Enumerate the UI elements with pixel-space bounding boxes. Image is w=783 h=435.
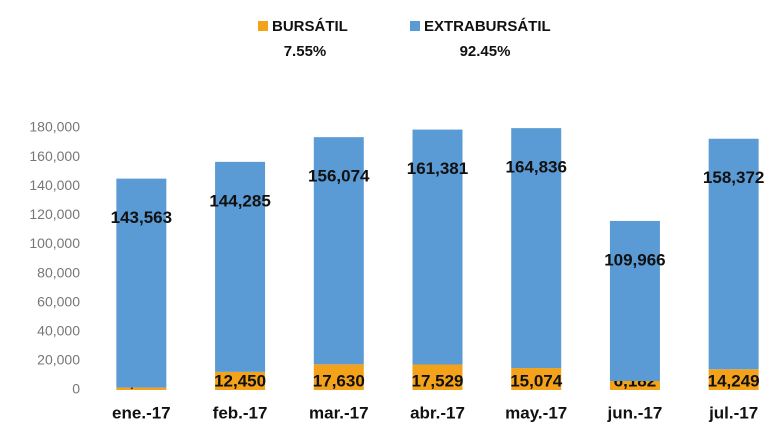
y-tick-label: 60,000 <box>37 293 80 309</box>
legend-share: 7.55% <box>284 43 327 60</box>
y-tick-label: 80,000 <box>37 264 80 280</box>
bar-segment <box>609 381 660 390</box>
data-label: 14,249 <box>708 371 760 390</box>
bar-segment <box>412 364 463 390</box>
bar-segment <box>215 161 266 372</box>
x-tick-label: feb.-17 <box>213 403 268 422</box>
legend-swatch <box>410 21 420 31</box>
y-tick-label: 100,000 <box>29 235 80 251</box>
x-tick-label: mar.-17 <box>309 403 369 422</box>
legend-label: BURSÁTIL <box>272 18 348 35</box>
data-label: 144,285 <box>209 191 270 210</box>
y-tick-label: 160,000 <box>29 148 80 164</box>
data-label: 15,074 <box>510 371 563 390</box>
y-tick-label: 120,000 <box>29 206 80 222</box>
y-tick-label: 180,000 <box>29 119 80 135</box>
y-tick-label: 0 <box>72 381 80 397</box>
bar-segment <box>511 128 562 369</box>
data-label: 161,381 <box>407 159 468 178</box>
data-label: 109,966 <box>604 250 665 269</box>
y-tick-label: 40,000 <box>37 322 80 338</box>
data-label: 17,630 <box>313 371 365 390</box>
bar-segment <box>708 369 759 390</box>
y-tick-label: 20,000 <box>37 352 80 368</box>
bar-segment <box>708 138 759 370</box>
x-tick-label: abr.-17 <box>410 403 465 422</box>
data-label: 12,450 <box>214 371 266 390</box>
x-tick-label: ene.-17 <box>112 403 171 422</box>
y-tick-label: 140,000 <box>29 177 80 193</box>
bar-segment <box>609 220 660 382</box>
legend-swatch <box>258 21 268 31</box>
bar-segment <box>116 387 167 390</box>
data-label: 143,563 <box>111 208 172 227</box>
legend-share: 92.45% <box>460 43 511 60</box>
bar-segment <box>116 178 167 388</box>
data-label: 164,836 <box>505 158 566 177</box>
data-label: 158,372 <box>703 168 764 187</box>
data-label: 17,529 <box>412 371 464 390</box>
bar-segment <box>412 129 463 365</box>
bar-segment <box>511 368 562 390</box>
x-tick-label: may.-17 <box>505 403 567 422</box>
bar-segment <box>215 371 266 390</box>
legend-label: EXTRABURSÁTIL <box>424 18 551 35</box>
data-label: 156,074 <box>308 167 370 186</box>
x-tick-label: jun.-17 <box>607 403 663 422</box>
bar-segment <box>313 137 364 365</box>
bar-segment <box>313 364 364 390</box>
x-tick-label: jul.-17 <box>708 403 758 422</box>
